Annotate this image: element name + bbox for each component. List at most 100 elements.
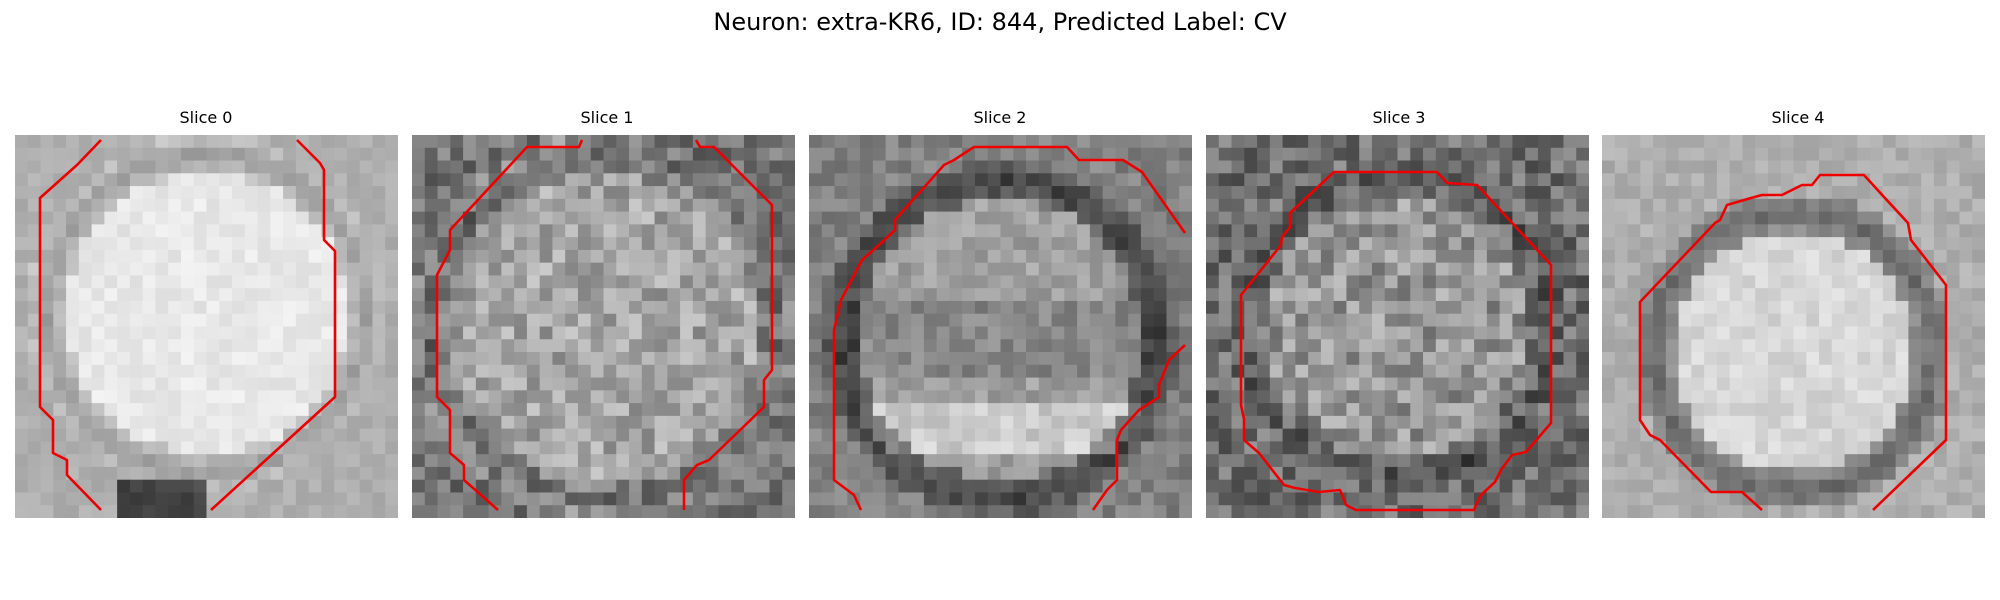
pixel [1921, 339, 1935, 353]
pixel [962, 454, 976, 468]
pixel [219, 466, 233, 481]
pixel [1882, 249, 1897, 264]
pixel [488, 352, 502, 366]
pixel [53, 466, 67, 481]
pixel [616, 288, 630, 302]
pixel [1729, 454, 1744, 468]
pixel [743, 237, 758, 251]
pixel [1563, 390, 1577, 404]
pixel [424, 441, 439, 455]
pixel [923, 262, 938, 277]
pixel [1231, 249, 1245, 264]
pixel [911, 300, 925, 315]
pixel [66, 441, 80, 455]
pixel [1627, 377, 1641, 391]
pixel [40, 492, 54, 506]
pixel [1857, 198, 1871, 213]
pixel [334, 275, 348, 289]
pixel [1346, 275, 1360, 289]
pixel [1435, 479, 1450, 494]
pixel [1410, 147, 1424, 162]
pixel [923, 198, 938, 213]
pixel [104, 224, 118, 238]
pixel [155, 479, 169, 494]
pixel [718, 237, 732, 251]
pixel [847, 390, 861, 404]
pixel [1780, 377, 1795, 391]
pixel [1435, 160, 1450, 174]
pixel [1102, 364, 1116, 379]
pixel [1140, 364, 1155, 379]
pixel [629, 249, 643, 264]
pixel [1806, 352, 1820, 366]
pixel [641, 466, 656, 481]
pixel [1882, 160, 1897, 174]
pixel [1461, 390, 1475, 404]
pixel [1359, 466, 1373, 481]
pixel [1384, 313, 1399, 328]
pixel [1563, 313, 1577, 328]
pixel [1640, 352, 1654, 366]
pixel [385, 224, 398, 238]
pixel [1844, 237, 1858, 251]
pixel [974, 339, 989, 353]
pixel [1921, 313, 1935, 328]
pixel [1206, 173, 1220, 187]
pixel [680, 428, 694, 442]
pixel [718, 313, 732, 328]
pixel [1051, 415, 1065, 430]
pixel [488, 415, 502, 430]
pixel [667, 364, 681, 379]
pixel [616, 390, 630, 404]
pixel [1359, 492, 1373, 506]
pixel [475, 352, 490, 366]
pixel [1359, 186, 1373, 200]
pixel [526, 224, 541, 238]
pixel [1064, 135, 1078, 149]
pixel [834, 505, 848, 518]
pixel [718, 224, 732, 238]
pixel [1359, 505, 1373, 518]
pixel [743, 390, 758, 404]
pixel [680, 288, 694, 302]
pixel [1640, 186, 1654, 200]
pixel [1972, 211, 1985, 225]
pixel [923, 390, 938, 404]
pixel [847, 466, 861, 481]
pixel [1665, 313, 1680, 328]
pixel [603, 326, 617, 340]
pixel [1602, 198, 1616, 213]
pixel [372, 466, 386, 481]
pixel [193, 300, 208, 315]
pixel [769, 173, 783, 187]
pixel [1793, 415, 1807, 430]
pixel [1320, 441, 1335, 455]
pixel [809, 275, 823, 289]
pixel [974, 224, 989, 238]
pixel [743, 339, 758, 353]
pixel [1819, 492, 1833, 506]
pixel [1295, 415, 1309, 430]
pixel [590, 186, 605, 200]
pixel [1206, 428, 1220, 442]
pixel [1755, 403, 1769, 417]
pixel [53, 339, 67, 353]
pixel [1716, 454, 1731, 468]
pixel [1525, 454, 1539, 468]
pixel [552, 173, 566, 187]
pixel [1102, 454, 1116, 468]
pixel [1499, 262, 1513, 277]
pixel [1064, 377, 1078, 391]
pixel [283, 377, 297, 391]
pixel [1921, 352, 1935, 366]
pixel [705, 211, 719, 225]
pixel [1691, 492, 1705, 506]
pixel [514, 275, 528, 289]
pixel [1691, 135, 1705, 149]
pixel [385, 428, 398, 442]
pixel [1089, 403, 1104, 417]
pixel [346, 275, 361, 289]
pixel [847, 288, 861, 302]
pixel [372, 135, 386, 149]
pixel [923, 505, 938, 518]
